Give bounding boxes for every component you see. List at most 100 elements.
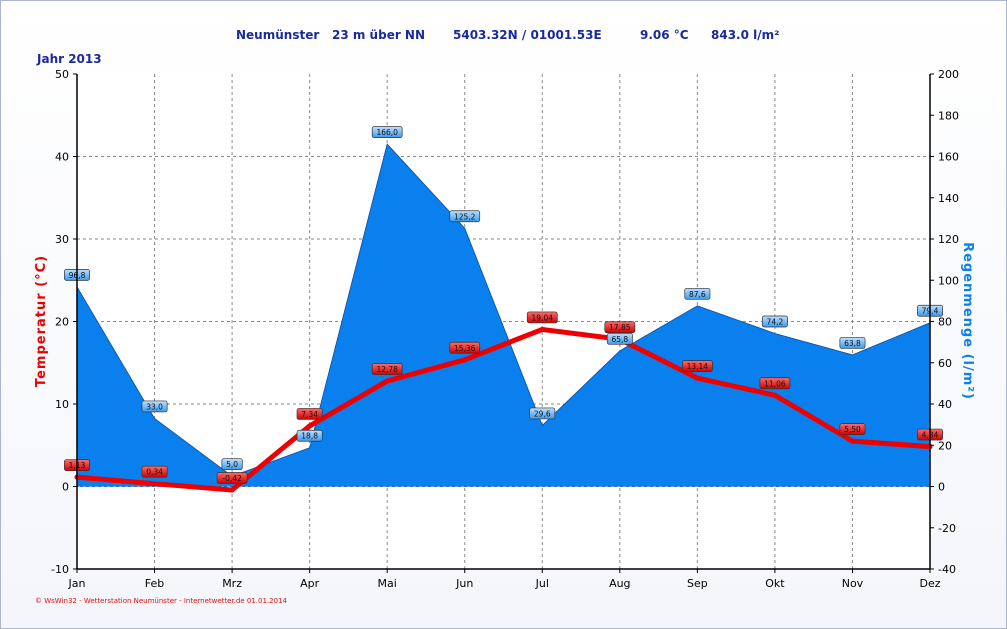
rain-area-series — [76, 143, 931, 487]
temperature-data-label-box — [449, 341, 481, 354]
station-coordinates: 5403.32N / 01001.53E — [453, 28, 602, 42]
temperature-point — [307, 423, 313, 429]
rain-data-label: 29,6 — [534, 409, 551, 418]
temperature-data-label: 5,50 — [844, 425, 861, 434]
temperature-point — [772, 392, 778, 398]
x-axis-tick-label: Mai — [378, 577, 397, 590]
temperature-data-label: 11,06 — [764, 379, 786, 388]
right-axis-tick-label: 120 — [938, 233, 959, 246]
rain-data-label-box — [839, 337, 866, 349]
weather-chart: 96,833,05,018,8166,0125,229,665,887,674,… — [34, 68, 975, 590]
right-axis-tick-label: -40 — [938, 563, 956, 576]
temperature-data-label-box — [759, 377, 791, 390]
right-axis-tick-label: 40 — [938, 398, 952, 411]
rain-data-label-box — [684, 287, 711, 300]
rain-data-label: 74,2 — [767, 317, 784, 326]
temperature-data-label-group: 11,06 — [759, 377, 791, 390]
rain-data-label-box — [529, 407, 556, 420]
left-axis-tick-label: 20 — [55, 316, 69, 329]
right-axis-tick-label: 160 — [938, 151, 959, 164]
rain-data-label: 18,8 — [301, 432, 318, 441]
right-axis-tick-label: 100 — [938, 274, 959, 287]
temperature-point — [229, 487, 235, 493]
temperature-data-label-box — [682, 360, 713, 372]
right-axis-tick-label: 80 — [938, 316, 952, 329]
rain-data-label-group: 29,6 — [529, 407, 556, 420]
temperature-data-label-group: 17,85 — [604, 321, 636, 334]
rain-data-label-box — [761, 315, 788, 328]
rain-data-label-group: 18,8 — [296, 429, 323, 442]
chart-year: Jahr 2013 — [37, 52, 102, 66]
rain-data-label-box — [221, 458, 243, 471]
x-axis-tick-label: Nov — [842, 577, 864, 590]
temperature-data-label: -0,42 — [222, 474, 242, 483]
x-axis-tick-label: Jan — [68, 577, 86, 590]
right-axis-tick-label: 0 — [938, 481, 945, 494]
temperature-data-label-box — [141, 465, 168, 478]
average-temperature: 9.06 °C — [640, 28, 689, 42]
temperature-data-label-box — [604, 321, 636, 334]
right-axis-tick-label: 60 — [938, 357, 952, 370]
temperature-data-label: 0,34 — [146, 468, 163, 477]
rain-data-label-box — [371, 126, 403, 138]
temperature-line — [74, 326, 933, 493]
temperature-data-label: 17,85 — [609, 323, 631, 332]
temperature-data-label: 7,34 — [301, 410, 318, 419]
x-axis-tick-label: Mrz — [222, 577, 242, 590]
station-name: Neumünster — [236, 28, 320, 42]
rain-data-label-group: 33,0 — [141, 400, 168, 413]
temperature-data-label-group: -0,42 — [216, 472, 248, 484]
rain-data-label-group: 74,2 — [761, 315, 788, 328]
station-elevation: 23 m über NN — [332, 28, 426, 42]
temperature-point — [152, 481, 158, 487]
rain-data-label: 33,0 — [146, 402, 163, 411]
x-axis-tick-label: Aug — [609, 577, 630, 590]
temperature-point — [539, 326, 545, 332]
temperature-data-label-group: 7,34 — [296, 408, 323, 420]
rain-area — [76, 143, 931, 487]
rain-data-label-box — [296, 429, 323, 442]
rain-data-label-box — [606, 332, 633, 345]
x-axis-tick-label: Dez — [919, 577, 940, 590]
temperature-point — [384, 378, 390, 384]
temperature-data-label-box — [371, 363, 403, 375]
temperature-data-label-group: 13,14 — [682, 360, 713, 372]
left-axis-tick-label: 0 — [62, 481, 69, 494]
right-axis-tick-label: -20 — [938, 522, 956, 535]
temperature-data-label-box — [216, 472, 248, 484]
right-axis-tick-label: 20 — [938, 439, 952, 452]
right-axis-tick-label: 180 — [938, 109, 959, 122]
rain-data-label-box — [141, 400, 168, 413]
rain-data-label-group: 87,6 — [684, 287, 711, 300]
temperature-data-label: 12,78 — [376, 365, 398, 374]
footer-credit: © WsWin32 - Wetterstation Neumünster - I… — [35, 597, 287, 605]
temperature-data-label-group: 19,04 — [526, 311, 558, 324]
x-axis-tick-label: Apr — [300, 577, 320, 590]
temperature-data-label: 15,36 — [454, 344, 476, 353]
temperature-data-label: 13,14 — [687, 362, 709, 371]
right-axis-tick-label: 200 — [938, 68, 959, 81]
temperature-data-label-box — [296, 408, 323, 420]
left-axis-tick-label: 40 — [55, 151, 69, 164]
right-axis-title: Regenmenge (l/m²) — [960, 242, 975, 400]
x-axis-tick-label: Jul — [535, 577, 549, 590]
total-rainfall: 843.0 l/m² — [711, 28, 780, 42]
temperature-point — [849, 438, 855, 444]
left-axis-tick-label: 50 — [55, 68, 69, 81]
rain-data-label: 5,0 — [226, 460, 238, 469]
rain-data-label: 125,2 — [454, 212, 476, 221]
x-axis-tick-label: Jun — [455, 577, 473, 590]
temperature-data-label: 19,04 — [532, 313, 554, 322]
temperature-point — [694, 375, 700, 381]
rain-data-label-group: 125,2 — [449, 210, 481, 223]
temperature-data-label-group: 0,34 — [141, 465, 168, 478]
temperature-data-label-box — [839, 423, 866, 435]
x-axis-tick-label: Okt — [765, 577, 785, 590]
rain-data-label-group: 63,8 — [839, 337, 866, 349]
rain-data-label: 63,8 — [844, 339, 861, 348]
rain-data-label: 65,8 — [611, 335, 628, 344]
rain-data-label: 87,6 — [689, 290, 706, 299]
temperature-data-label-box — [526, 311, 558, 324]
left-axis-title: Temperatur (°C) — [34, 255, 49, 387]
